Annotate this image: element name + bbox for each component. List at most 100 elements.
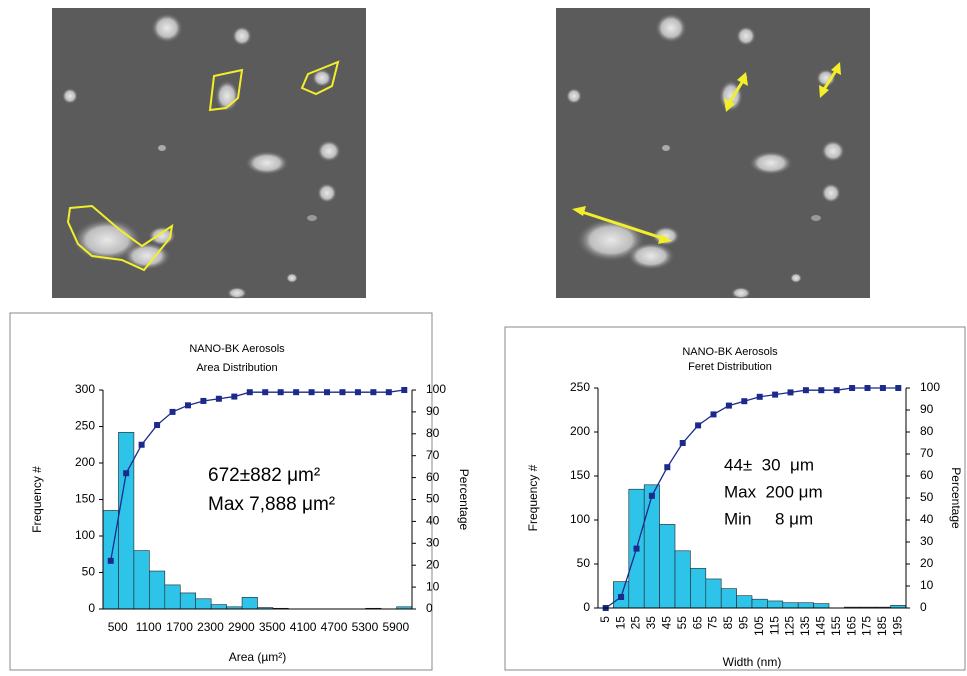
- annotation: Min 8 μm: [724, 509, 813, 528]
- y-tick-label: 0: [88, 601, 95, 615]
- bar: [690, 568, 705, 608]
- x-tick-label: 3500: [259, 620, 286, 634]
- line-marker: [185, 402, 191, 408]
- y-tick-label: 200: [570, 424, 590, 438]
- line-marker: [649, 493, 655, 499]
- y-axis-label: Frequency #: [30, 466, 44, 533]
- bar: [737, 596, 752, 608]
- line-marker: [216, 396, 222, 402]
- y2-tick-label: 100: [426, 382, 446, 396]
- x-tick-label: 2900: [228, 620, 255, 634]
- y-tick-label: 150: [570, 468, 590, 482]
- line-marker: [231, 394, 237, 400]
- bar: [660, 524, 675, 608]
- annotation: Max 200 μm: [724, 482, 823, 501]
- y2-tick-label: 80: [426, 426, 440, 440]
- y-tick-label: 50: [577, 556, 591, 570]
- bar: [180, 593, 195, 609]
- line-marker: [849, 385, 855, 391]
- line-marker: [865, 385, 871, 391]
- x-tick-label: 175: [860, 616, 874, 636]
- line-marker: [772, 392, 778, 398]
- x-tick-label: 185: [875, 616, 889, 636]
- line-marker: [680, 440, 686, 446]
- y2-tick-label: 80: [920, 424, 934, 438]
- bar: [814, 604, 829, 608]
- y-tick-label: 300: [75, 382, 95, 396]
- chart-title: NANO-BK Aerosols: [189, 343, 285, 355]
- bar: [134, 551, 149, 609]
- y2-tick-label: 100: [920, 380, 940, 394]
- bar: [767, 601, 782, 608]
- chart-title: NANO-BK Aerosols: [682, 346, 778, 358]
- y-tick-label: 0: [583, 600, 590, 614]
- y2-tick-label: 60: [920, 468, 934, 482]
- y2-axis-label: Percentage: [457, 469, 471, 531]
- y2-tick-label: 0: [426, 601, 433, 615]
- x-tick-label: 95: [736, 616, 750, 630]
- x-tick-label: 35: [644, 616, 658, 630]
- x-tick-label: 5300: [352, 620, 379, 634]
- y-axis-label: Frequency #: [526, 464, 540, 531]
- line-marker: [741, 398, 747, 404]
- annotation: 672±882 μm²: [208, 465, 320, 486]
- line-marker: [262, 389, 268, 395]
- line-marker: [664, 464, 670, 470]
- x-tick-label: 105: [752, 616, 766, 636]
- y-tick-label: 200: [75, 455, 95, 469]
- line-marker: [247, 389, 253, 395]
- x-tick-label: 15: [613, 616, 627, 630]
- x-tick-label: 115: [767, 616, 781, 635]
- x-tick-label: 165: [844, 616, 858, 636]
- line-marker: [711, 411, 717, 417]
- line-marker: [695, 422, 701, 428]
- bar: [165, 585, 180, 609]
- bar: [118, 432, 133, 609]
- x-tick-label: 1700: [166, 620, 193, 634]
- line-marker: [895, 385, 901, 391]
- line-marker: [123, 470, 129, 476]
- x-tick-label: 4700: [321, 620, 348, 634]
- y2-tick-label: 0: [920, 600, 927, 614]
- y2-tick-label: 50: [426, 492, 440, 506]
- chart-subtitle: Feret Distribution: [688, 361, 772, 373]
- line-marker: [154, 422, 160, 428]
- y-tick-label: 250: [570, 380, 590, 394]
- line-marker: [618, 594, 624, 600]
- line-marker: [880, 385, 886, 391]
- y2-tick-label: 30: [920, 534, 934, 548]
- x-tick-label: 195: [890, 616, 904, 636]
- line-marker: [818, 387, 824, 393]
- y2-tick-label: 30: [426, 535, 440, 549]
- bar: [783, 603, 798, 608]
- line-marker: [293, 389, 299, 395]
- line-marker: [170, 409, 176, 415]
- y-tick-label: 50: [82, 565, 96, 579]
- line-marker: [108, 558, 114, 564]
- y2-tick-label: 10: [426, 579, 440, 593]
- x-tick-label: 4100: [290, 620, 317, 634]
- y2-tick-label: 20: [920, 556, 934, 570]
- micrograph-right: [556, 8, 870, 299]
- x-tick-label: 155: [829, 616, 843, 636]
- line-marker: [139, 442, 145, 448]
- y-tick-label: 100: [75, 528, 95, 542]
- x-axis-label: Area (µm²): [229, 650, 287, 664]
- y2-tick-label: 40: [426, 514, 440, 528]
- y-tick-label: 150: [75, 492, 95, 506]
- line-marker: [339, 389, 345, 395]
- y-tick-label: 250: [75, 419, 95, 433]
- figure: NANO-BK AerosolsArea DistributionFrequen…: [0, 0, 967, 676]
- x-axis-label: Width (nm): [723, 655, 782, 669]
- line-marker: [401, 387, 407, 393]
- y2-tick-label: 90: [920, 402, 934, 416]
- bar: [721, 589, 736, 608]
- x-tick-label: 125: [783, 616, 797, 636]
- bar: [196, 599, 211, 609]
- x-tick-label: 135: [798, 616, 812, 636]
- line-marker: [370, 389, 376, 395]
- line-marker: [634, 546, 640, 552]
- bar: [644, 485, 659, 608]
- y2-tick-label: 60: [426, 470, 440, 484]
- x-tick-label: 2300: [197, 620, 224, 634]
